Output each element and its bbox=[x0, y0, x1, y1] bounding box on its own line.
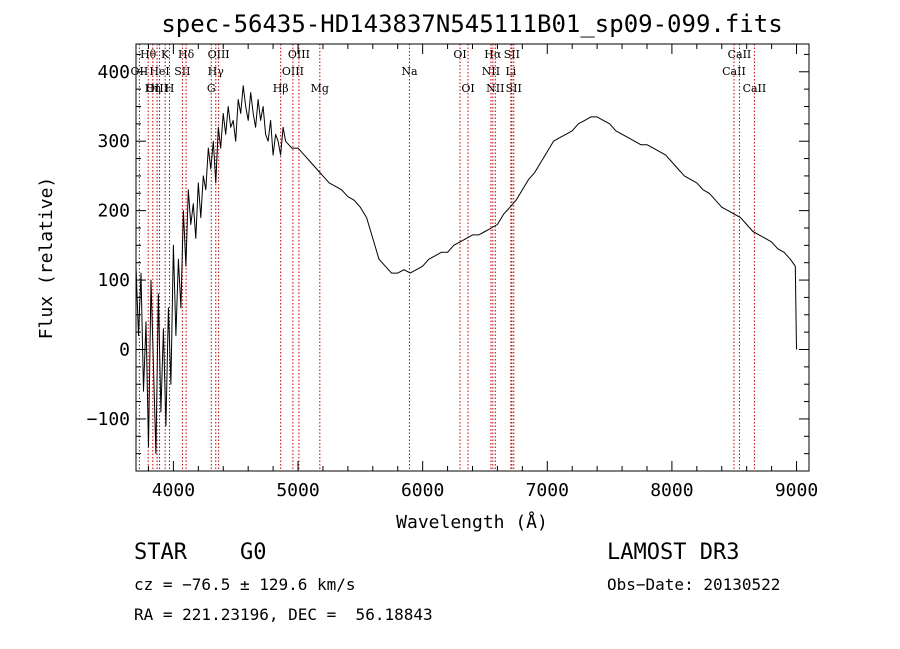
y-tick-label-5: 400 bbox=[97, 62, 130, 83]
y-axis-ticks: −100 0 100 200 300 400 bbox=[87, 53, 809, 455]
line-marker-label-23: SII bbox=[504, 48, 520, 61]
line-marker-label-17: OI bbox=[453, 48, 466, 61]
x-tick-label-0: 4000 bbox=[152, 480, 195, 501]
line-marker-label-5: K bbox=[161, 48, 170, 61]
line-marker-label-10: Hγ bbox=[208, 65, 225, 78]
line-marker-label-18: OI bbox=[461, 82, 474, 95]
y-axis-label: Flux (relative) bbox=[36, 177, 57, 340]
line-marker-label-16: Na bbox=[401, 65, 418, 78]
line-marker-label-4: Hη bbox=[145, 82, 161, 95]
y-tick-label-4: 300 bbox=[97, 131, 130, 152]
subclass-label: G0 bbox=[240, 540, 267, 565]
y-tick-label-0: −100 bbox=[87, 409, 130, 430]
line-marker-label-11: OIII bbox=[208, 48, 230, 61]
line-marker-label-9: G bbox=[207, 82, 216, 95]
line-marker-label-15: Mg bbox=[311, 82, 329, 95]
line-marker-label-8: Hδ bbox=[178, 48, 195, 61]
x-tick-label-1: 5000 bbox=[276, 480, 319, 501]
line-marker-label-24: SII bbox=[506, 82, 522, 95]
redshift-label: cz = −76.5 ± 129.6 km/s bbox=[134, 575, 356, 594]
line-marker-label-14: OIII bbox=[288, 48, 310, 61]
coordinates-label: RA = 221.23196, DEC = 56.18843 bbox=[134, 605, 433, 624]
line-marker-label-3: HeI bbox=[149, 65, 169, 78]
line-marker-label-20: Hα bbox=[484, 48, 502, 61]
survey-label: LAMOST DR3 bbox=[607, 540, 740, 565]
line-marker-label-21: NII bbox=[486, 82, 504, 95]
chart-title: spec-56435-HD143837N545111B01_sp09-099.f… bbox=[161, 10, 782, 38]
line-marker-label-13: OIII bbox=[282, 65, 304, 78]
x-tick-label-3: 7000 bbox=[526, 480, 569, 501]
x-axis-label: Wavelength (Å) bbox=[396, 511, 548, 533]
spectrum-line-0 bbox=[135, 85, 797, 455]
x-axis-ticks: 4000 5000 6000 7000 8000 9000 bbox=[147, 44, 818, 501]
line-marker-label-27: CaII bbox=[743, 82, 767, 95]
plot-frame bbox=[135, 43, 810, 472]
line-marker-label-2: OIII bbox=[146, 82, 168, 95]
line-marker-label-26: CaII bbox=[728, 48, 752, 61]
obs-date-label: Obs−Date: 20130522 bbox=[607, 575, 781, 594]
spectral-line-markers: OIIHθOIIIHeIHηKHSIIHδGHγOIIIHβOIIIOIIIMg… bbox=[131, 44, 767, 471]
x-tick-label-5: 9000 bbox=[775, 480, 818, 501]
x-tick-label-2: 6000 bbox=[401, 480, 444, 501]
line-marker-label-1: Hθ bbox=[140, 48, 157, 61]
line-marker-label-6: H bbox=[165, 82, 175, 95]
x-tick-label-4: 8000 bbox=[650, 480, 693, 501]
line-marker-label-19: NII bbox=[482, 65, 500, 78]
line-marker-label-25: CaII bbox=[722, 65, 746, 78]
spectrum-series bbox=[135, 85, 797, 455]
y-tick-label-2: 100 bbox=[97, 270, 130, 291]
y-tick-label-3: 200 bbox=[97, 201, 130, 222]
line-marker-label-12: Hβ bbox=[273, 82, 289, 95]
y-tick-label-1: 0 bbox=[119, 339, 130, 360]
class-label: STAR bbox=[134, 540, 187, 565]
line-marker-label-22: Li bbox=[505, 65, 516, 78]
line-marker-label-7: SII bbox=[174, 65, 190, 78]
